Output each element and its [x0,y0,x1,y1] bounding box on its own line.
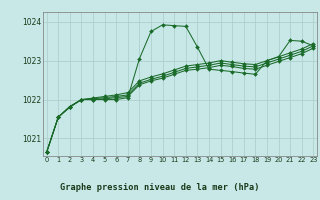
Text: Graphe pression niveau de la mer (hPa): Graphe pression niveau de la mer (hPa) [60,183,260,192]
